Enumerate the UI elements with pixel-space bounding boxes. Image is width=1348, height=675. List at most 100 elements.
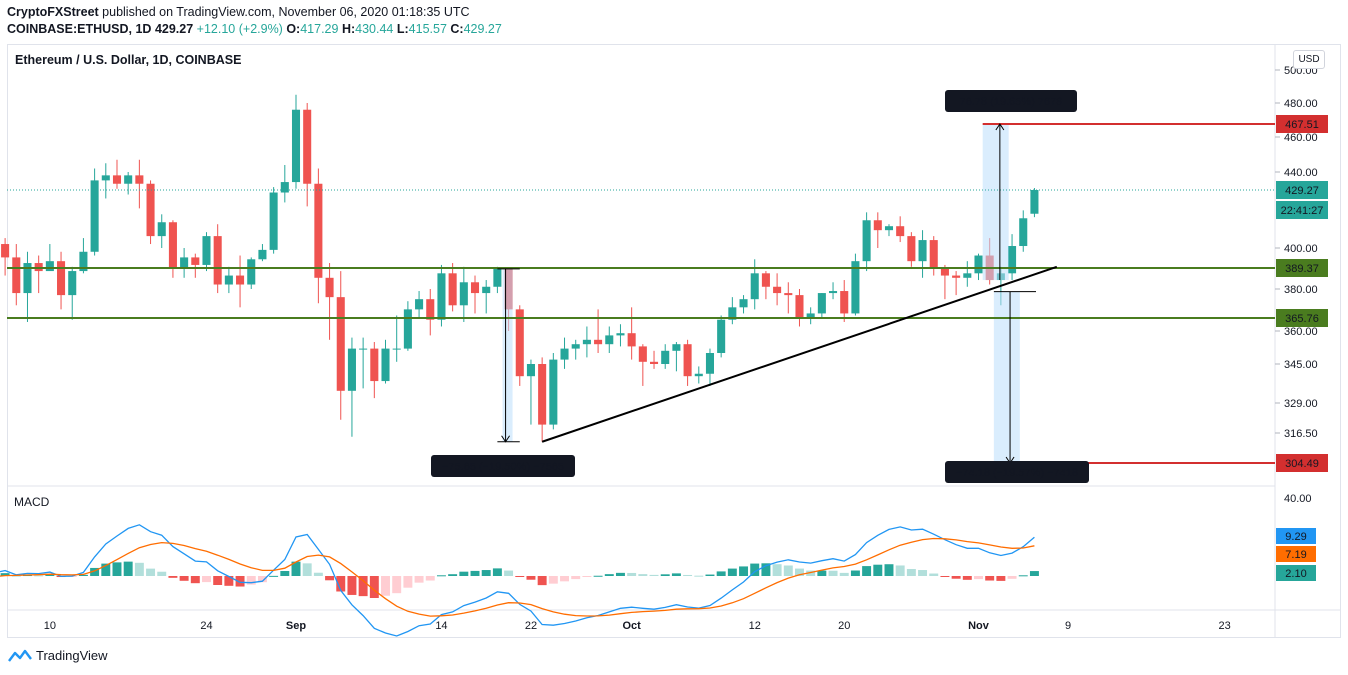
candle-body [213, 236, 222, 285]
y-tick-label: 480.00 [1284, 98, 1318, 110]
macd-histogram-bar [548, 576, 558, 584]
candle-body [12, 257, 21, 294]
price-label-target-down: 304.49 [1285, 458, 1319, 470]
candle-body [426, 299, 435, 320]
macd-histogram-bar [146, 568, 156, 576]
candle-body [1019, 218, 1028, 247]
candle-body [112, 175, 122, 184]
macd-histogram-bar [470, 570, 480, 576]
macd-histogram-bar [615, 572, 625, 576]
candle-body [101, 175, 110, 181]
candle-body [549, 359, 558, 425]
candle-body [884, 226, 894, 231]
candle-body [258, 249, 267, 260]
last-price: 429.27 [154, 22, 194, 36]
candle-body [739, 299, 748, 308]
candle-body [90, 180, 99, 252]
high-value: 430.44 [355, 22, 394, 36]
candle-body [717, 319, 726, 353]
price-change: +12.10 (+2.9%) [196, 22, 283, 36]
candle-body [482, 286, 491, 294]
candle-body [616, 333, 625, 336]
y-tick-label: 400.00 [1284, 243, 1318, 255]
macd-histogram-bar [291, 561, 301, 576]
macd-histogram-bar [168, 576, 178, 578]
macd-histogram-bar [772, 564, 782, 576]
macd-histogram-bar [671, 573, 681, 576]
candle-body [45, 261, 54, 272]
quote-line: COINBASE:ETHUSD, 1D 429.27 +12.10 (+2.9%… [7, 22, 502, 37]
candle-body [806, 313, 815, 318]
macd-histogram-bar [0, 573, 10, 576]
candle-body [459, 282, 468, 306]
macd-histogram-bar [481, 570, 491, 576]
macd-histogram-bar [895, 565, 905, 576]
macd-histogram-bar [504, 570, 514, 576]
macd-histogram-bar [739, 566, 749, 576]
macd-histogram-bar [392, 576, 402, 594]
measure-zone-up [982, 124, 1009, 281]
macd-histogram-bar [78, 574, 88, 576]
candle-body [325, 277, 334, 298]
candle-body [538, 364, 547, 425]
candle-body [415, 299, 424, 310]
macd-histogram-bar [604, 574, 614, 576]
macd-histogram-bar [459, 571, 469, 576]
candle-body [784, 293, 793, 296]
macd-histogram-bar [660, 574, 670, 576]
close-label: C: [450, 22, 464, 36]
price-label-target-up: 467.51 [1285, 119, 1319, 131]
candle-body [370, 348, 379, 382]
macd-histogram-bar [727, 568, 737, 576]
x-tick-label: 14 [435, 620, 447, 632]
macd-histogram-bar [918, 570, 928, 576]
currency-button[interactable]: USD [1293, 50, 1325, 69]
macd-histogram-bar [582, 576, 592, 578]
macd-histogram-bar [638, 574, 648, 576]
macd-histogram-bar [224, 576, 234, 586]
macd-histogram-bar [134, 562, 144, 576]
macd-histogram-bar [560, 576, 569, 582]
macd-histogram-bar [828, 570, 838, 576]
measure-label-sep-box [431, 455, 575, 477]
footer-brand[interactable]: TradingView [8, 648, 108, 663]
macd-histogram-bar [906, 568, 916, 576]
candle-body [291, 109, 301, 183]
macd-value-label: 9.29 [1285, 531, 1306, 543]
y-tick-label: 316.50 [1284, 428, 1318, 440]
publisher-name[interactable]: CryptoFXStreet [7, 5, 99, 19]
macd-histogram-bar [974, 576, 983, 580]
macd-histogram-bar [526, 576, 536, 580]
macd-histogram-bar [123, 561, 133, 576]
macd-histogram-bar [101, 563, 111, 576]
candle-body [381, 348, 390, 382]
macd-histogram-bar [873, 564, 883, 576]
candle-body [873, 220, 882, 231]
macd-histogram-bar [761, 563, 771, 576]
x-tick-label: 10 [44, 620, 56, 632]
macd-histogram-bar [369, 576, 379, 598]
price-label-target-down-box [1276, 454, 1328, 472]
candle-body [202, 236, 211, 265]
x-tick-label: 23 [1219, 620, 1231, 632]
macd-histogram-bar [11, 575, 21, 577]
price-label-support-upper-box [1276, 259, 1328, 277]
x-tick-label: Oct [622, 620, 641, 632]
macd-histogram-bar [302, 563, 312, 576]
candle-body [896, 226, 905, 237]
candle-body [817, 293, 826, 314]
candle-body [761, 273, 770, 287]
candle-body [180, 257, 189, 269]
macd-histogram-bar [951, 576, 961, 579]
candle-body [638, 346, 647, 362]
candle-body [661, 350, 670, 364]
candle-body [79, 251, 88, 272]
candle-body [515, 309, 524, 377]
macd-value-label-box [1276, 528, 1316, 544]
candle-body [851, 261, 860, 314]
macd-histogram-bar [347, 576, 357, 595]
macd-histogram-bar [179, 576, 189, 581]
macd-histogram-bar [202, 576, 211, 583]
price-label-support-lower-box [1276, 309, 1328, 327]
